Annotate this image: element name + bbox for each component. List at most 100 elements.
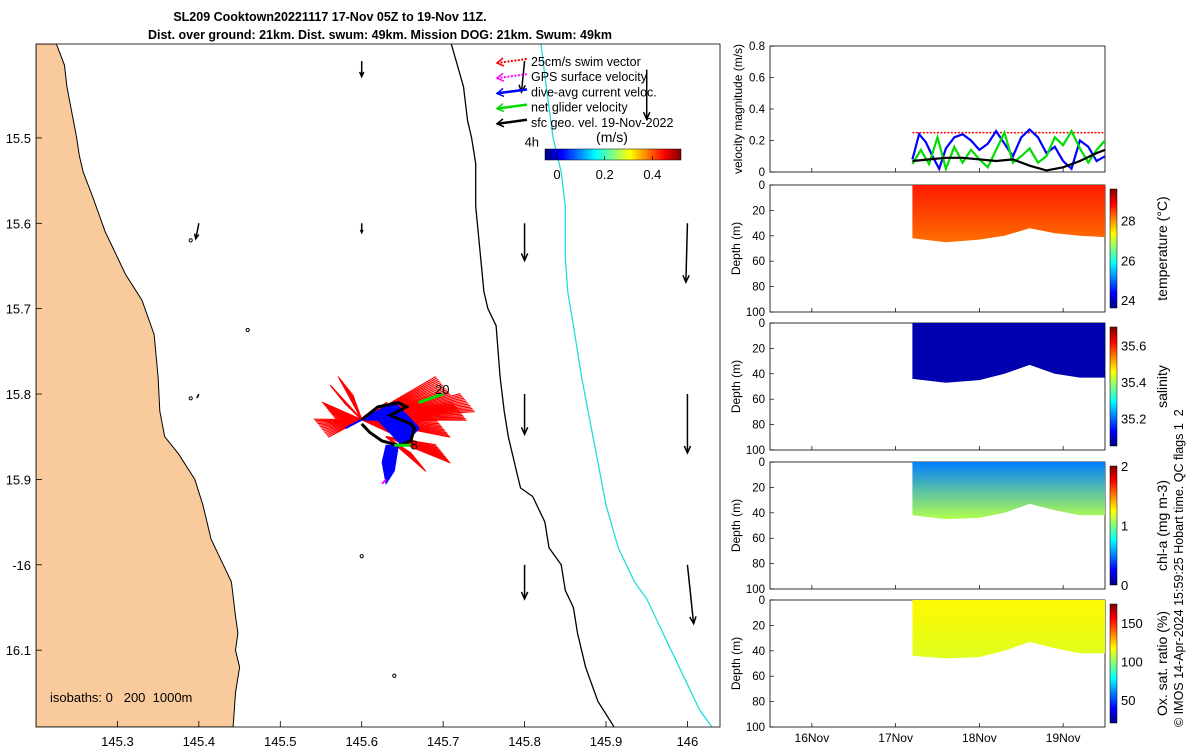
legend-label: sfc geo. vel. 19-Nov-2022 bbox=[531, 116, 673, 130]
speed-colorbar-bar bbox=[544, 148, 682, 161]
map-annotation: 20 bbox=[435, 382, 449, 397]
geo-arrow bbox=[642, 69, 651, 122]
map-panel: 145.3 145.4 145.5 145.6 145.7 145.8 145.9 146 1… bbox=[6, 43, 721, 749]
velocity-y-tick: 0.2 bbox=[749, 136, 765, 148]
geo-arrow bbox=[518, 61, 526, 94]
dive-avg-vectors bbox=[344, 401, 421, 447]
depth-y-tick: 80 bbox=[752, 420, 765, 432]
colorbar-tick: 0 bbox=[1121, 578, 1128, 593]
depth-y-tick: 60 bbox=[752, 394, 765, 406]
gps-vectors bbox=[381, 478, 387, 485]
depth-y-tick: 100 bbox=[746, 307, 765, 319]
swim-vector bbox=[385, 436, 451, 464]
depth-y-tick: 20 bbox=[752, 482, 765, 494]
map-y-tick-label: 15.7 bbox=[6, 302, 31, 317]
map-x-tick-label: 145.7 bbox=[427, 734, 460, 749]
geo-velocity-arrows bbox=[193, 61, 697, 626]
colorbar-tick: 26 bbox=[1121, 253, 1135, 268]
profile-field bbox=[912, 600, 1105, 659]
map-y-tick-label: 16.1 bbox=[6, 643, 31, 658]
geo-arrow bbox=[683, 394, 692, 455]
heatmap-colorbar bbox=[1109, 465, 1118, 586]
depth-y-tick: 0 bbox=[759, 457, 765, 469]
net-vector bbox=[418, 392, 444, 404]
colorbar-label: salinity bbox=[1154, 365, 1170, 408]
velocity-panel: 0 0.2 0.4 0.6 0.8 velocity magnitude (m/s) bbox=[731, 41, 1106, 179]
swim-vector bbox=[352, 394, 363, 420]
colorbar-tick: 1 bbox=[1121, 519, 1128, 534]
map-x-tick-label: 145.4 bbox=[183, 734, 216, 749]
speed-colorbar-ticks: 0 0.2 0.4 bbox=[553, 156, 661, 182]
swim-vector bbox=[344, 402, 363, 421]
coastline-land bbox=[36, 44, 241, 727]
legend-item: dive-avg current veloc. bbox=[495, 85, 657, 99]
island bbox=[188, 238, 193, 243]
map-annotation: 8 bbox=[411, 438, 418, 453]
depth-y-tick: 60 bbox=[752, 671, 765, 683]
depth-y-tick: 20 bbox=[752, 620, 765, 632]
geo-arrow bbox=[520, 223, 529, 263]
velocity-y-tick: 0.4 bbox=[749, 104, 766, 116]
speed-colorbar: (m/s) 0 0.2 0.4 bbox=[544, 129, 682, 182]
legend-item: net glider velocity bbox=[495, 101, 628, 115]
colorbar-tick: 2 bbox=[1121, 459, 1128, 474]
depth-y-tick: 40 bbox=[752, 646, 765, 658]
depth-y-tick: 0 bbox=[759, 595, 765, 607]
speed-colorbar-label: (m/s) bbox=[596, 129, 628, 145]
title-line-2: Dist. over ground: 21km. Dist. swum: 49k… bbox=[148, 28, 612, 42]
colorbar-tick: 24 bbox=[1121, 293, 1135, 308]
legend-label: net glider velocity bbox=[531, 101, 628, 115]
heatmap-panel: 0 20 40 60 80 100 Depth (m) 0 1 2 chl-a (mg m-3) bbox=[729, 457, 1170, 596]
velocity-series bbox=[911, 128, 1106, 173]
island bbox=[188, 396, 193, 401]
map-x-tick-label: 145.6 bbox=[345, 734, 378, 749]
map-y-tick-label: 15.9 bbox=[6, 472, 31, 487]
heatmap-colorbar bbox=[1109, 188, 1118, 309]
velocity-y-tick: 0.6 bbox=[749, 73, 765, 85]
colorbar-tick: 100 bbox=[1121, 655, 1143, 670]
depth-y-tick: 100 bbox=[746, 722, 765, 734]
colorbar-tick: 35.2 bbox=[1121, 412, 1146, 427]
heatmap-panel: 0 20 40 60 80 100 Depth (m) 24 26 28 temperature (… bbox=[729, 180, 1170, 319]
depth-y-tick: 60 bbox=[752, 256, 765, 268]
map-x-ticks: 145.3 145.4 145.5 145.6 145.7 145.8 145.9 146 bbox=[101, 721, 698, 749]
profile-field bbox=[912, 323, 1105, 383]
speed-colorbar-tick: 0.4 bbox=[643, 167, 661, 182]
legend-item: 25cm/s swim vector bbox=[495, 55, 641, 69]
colorbar-label: Ox. sat. ratio (%) bbox=[1154, 611, 1170, 716]
gps-vector bbox=[381, 478, 387, 485]
map-annotation: 4h bbox=[525, 134, 539, 149]
heatmap-colorbar bbox=[1109, 603, 1118, 724]
net-glider-vectors bbox=[394, 392, 444, 447]
map-y-tick-label: 15.5 bbox=[6, 131, 31, 146]
depth-y-label: Depth (m) bbox=[729, 360, 743, 413]
velocity-series bbox=[911, 127, 1106, 172]
legend-label: GPS surface velocity bbox=[531, 70, 648, 84]
geo-arrow bbox=[359, 223, 364, 235]
velocity-series bbox=[912, 148, 1106, 172]
geo-arrow bbox=[686, 564, 697, 626]
profile-field bbox=[912, 462, 1105, 520]
profile-field bbox=[912, 185, 1105, 243]
depth-y-tick: 20 bbox=[752, 205, 765, 217]
depth-y-tick: 100 bbox=[746, 445, 765, 457]
geo-arrow bbox=[520, 394, 529, 437]
velocity-y-tick: 0.8 bbox=[749, 41, 765, 53]
islands bbox=[188, 238, 397, 678]
geo-arrow bbox=[520, 564, 529, 601]
depth-y-tick: 60 bbox=[752, 533, 765, 545]
legend-label: 25cm/s swim vector bbox=[531, 55, 641, 69]
depth-y-tick: 80 bbox=[752, 697, 765, 709]
time-x-tick-label: 19Nov bbox=[1046, 731, 1081, 745]
colorbar-tick: 35.6 bbox=[1121, 338, 1146, 353]
depth-y-tick: 80 bbox=[752, 282, 765, 294]
map-y-tick-label: 15.6 bbox=[6, 216, 31, 231]
credit-text: © IMOS 14-Apr-2024 15:59:25 Hobart time.… bbox=[1172, 409, 1186, 727]
colorbar-label: temperature (°C) bbox=[1154, 196, 1170, 300]
velocity-y-tick: 0 bbox=[759, 167, 765, 179]
depth-y-tick: 40 bbox=[752, 231, 765, 243]
depth-y-tick: 80 bbox=[752, 559, 765, 571]
velocity-y-label: velocity magnitude (m/s) bbox=[731, 44, 745, 174]
